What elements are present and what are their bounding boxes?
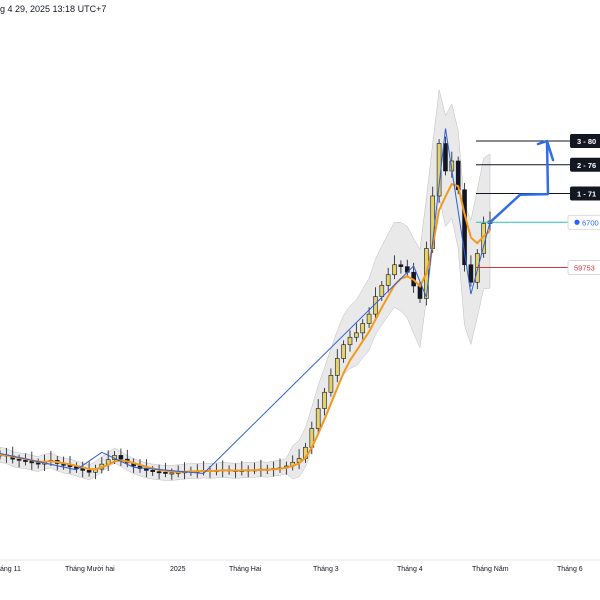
- candle-body: [328, 375, 334, 393]
- current-price-label: 6700: [582, 218, 599, 227]
- candle-body: [156, 471, 162, 474]
- candle-body: [150, 470, 156, 472]
- candle-body: [35, 462, 41, 465]
- candle-body: [462, 189, 467, 266]
- candle-body: [379, 285, 385, 297]
- level-tag-label-2: 2 - 76: [577, 161, 596, 170]
- level-tag-label-3: 3 - 80: [577, 137, 596, 146]
- x-tick-label: Tháng Hai: [229, 566, 262, 573]
- candle-body: [468, 264, 474, 283]
- x-tick-label: Tháng Mười hai: [65, 566, 115, 573]
- candle-body: [417, 285, 423, 299]
- band-area: [0, 89, 491, 481]
- x-tick-label: Tháng 3: [313, 566, 339, 573]
- candle-body: [86, 470, 92, 473]
- volatility-band: [0, 89, 491, 481]
- candle-body: [118, 455, 124, 460]
- candle-body: [392, 264, 397, 276]
- x-tick-label: Tháng 6: [557, 566, 583, 573]
- stop-price-label: 59753: [574, 264, 595, 273]
- level-tag-2: [570, 157, 600, 172]
- chart-timestamp: g 4 29, 2025 13:18 UTC+7: [0, 4, 107, 14]
- candle-body: [443, 143, 448, 172]
- stop-price-tag: [567, 260, 600, 275]
- candle-body: [360, 323, 366, 334]
- x-tick-label: 2025: [170, 566, 186, 573]
- candle-body: [354, 332, 359, 338]
- candle-body: [334, 358, 340, 376]
- candle-body: [322, 391, 327, 409]
- current-price-tag: [567, 214, 600, 230]
- target-levels: 3 - 80 2 - 76 1 - 71 6700 59753: [476, 134, 600, 275]
- candle-body: [80, 468, 86, 471]
- circle-dot-icon: [574, 219, 580, 225]
- level-tag-1: [570, 186, 600, 201]
- candle-body: [347, 336, 353, 346]
- projection-line: [489, 140, 550, 224]
- x-tick-label: Tháng Năm: [472, 566, 509, 573]
- candle-body: [169, 472, 175, 475]
- candle-body: [16, 458, 22, 461]
- ema-line: [0, 182, 491, 473]
- candle-body: [23, 460, 28, 462]
- zigzag-polyline: [0, 128, 491, 475]
- zigzag-wave-line: [0, 128, 491, 475]
- projection-path: [489, 139, 555, 224]
- time-axis: áng 11 Tháng Mười hai 2025 Tháng Hai Tháng 3…: [0, 559, 600, 573]
- level-tag-3: [570, 134, 600, 148]
- x-tick-label: áng 11: [0, 566, 21, 573]
- candle-body: [163, 471, 168, 474]
- level-tag-label-1: 1 - 71: [577, 190, 596, 199]
- candle-body: [341, 344, 346, 359]
- candle-body: [398, 264, 404, 267]
- candle-body: [315, 408, 321, 429]
- projection-arrow-head: [536, 139, 555, 162]
- x-tick-label: Tháng 4: [397, 566, 423, 573]
- moving-average-line: [0, 182, 491, 473]
- candle-body: [366, 313, 372, 324]
- candle-body: [385, 274, 391, 286]
